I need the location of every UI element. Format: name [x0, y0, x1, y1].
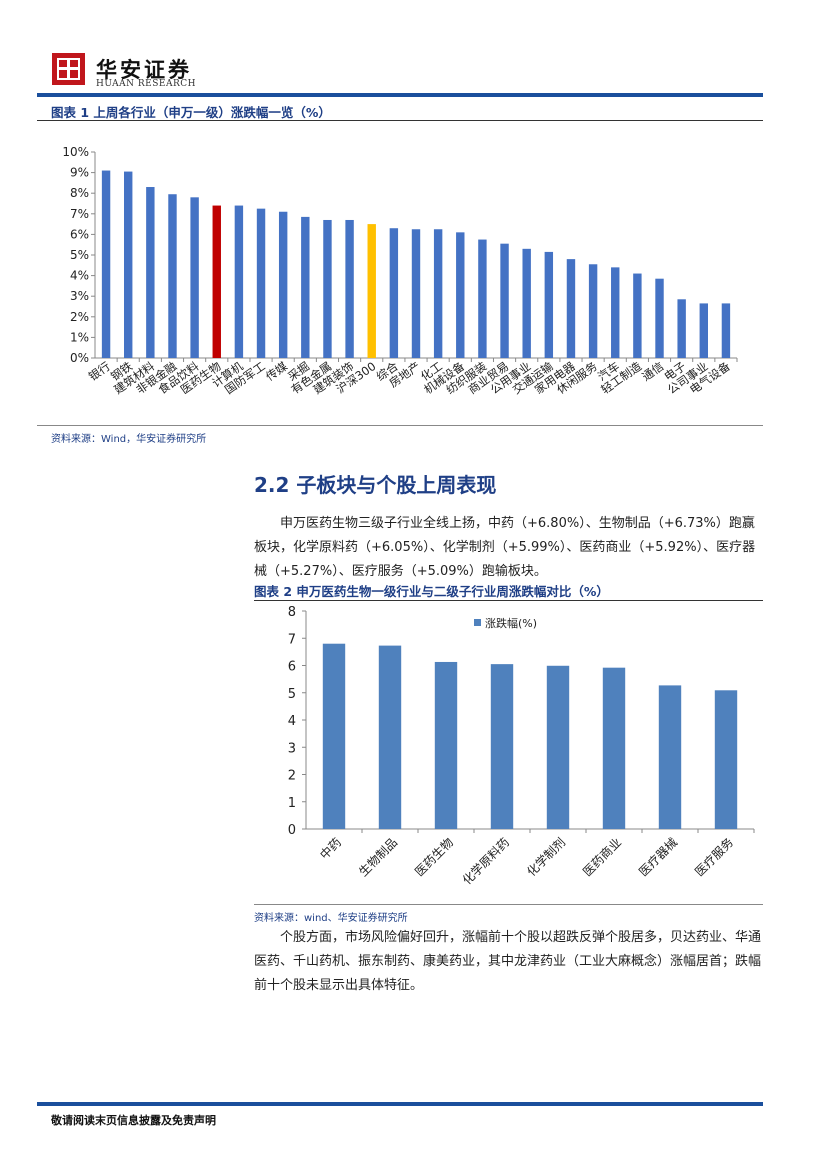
header-rule [37, 93, 763, 97]
bar-医疗器械 [658, 685, 682, 829]
y-tick-label: 7% [70, 207, 89, 221]
bar-银行 [101, 170, 111, 358]
figure2-source: 资料来源：wind、华安证券研究所 [254, 913, 408, 924]
bar-化学制剂 [546, 665, 570, 829]
bar-电气设备 [721, 303, 731, 358]
y-tick-label: 5 [288, 687, 296, 702]
bar-化学原料药 [490, 664, 514, 829]
brand-logo [52, 53, 85, 85]
section-paragraph-2: 个股方面，市场风险偏好回升，涨幅前十个股以超跌反弹个股居多，贝达药业、华通医药、… [254, 930, 762, 993]
bar-医药生物 [212, 205, 221, 358]
figure2-title: 图表 2 申万医药生物一级行业与二级子行业周涨跌幅对比（%） [254, 584, 609, 599]
bar-采掘 [301, 216, 310, 358]
bar-中药 [322, 643, 346, 829]
footer-disclaimer: 敬请阅读末页信息披露及免责声明 [51, 1114, 216, 1127]
bar-农林牧渔 [699, 303, 708, 358]
bar-综合 [389, 228, 399, 358]
bar-通信 [655, 278, 664, 358]
y-tick-label: 4 [288, 714, 296, 729]
x-tick-label: 化学制剂 [524, 835, 569, 880]
bar-国防军工 [256, 208, 266, 358]
figure1-top-rule [37, 120, 763, 121]
bar-沪深300 [367, 224, 376, 358]
y-tick-label: 3% [70, 289, 89, 303]
brand-name: 华安证券 [96, 57, 192, 82]
legend-label: 涨跌幅(%) [485, 616, 537, 630]
bar-建筑材料 [146, 187, 155, 358]
bar-医疗服务 [714, 690, 738, 829]
y-tick-label: 10% [62, 145, 89, 159]
y-tick-label: 6 [288, 660, 296, 675]
bar-汽车 [611, 267, 620, 358]
x-tick-label: 医药生物 [412, 835, 456, 879]
y-tick-label: 6% [70, 227, 89, 241]
bar-非银金融 [168, 194, 177, 358]
footer-rule [37, 1102, 763, 1106]
bar-化工 [433, 229, 443, 358]
figure2-bottom-rule [254, 904, 763, 905]
x-tick-label: 生物制品 [356, 835, 400, 879]
y-tick-label: 5% [70, 248, 89, 262]
legend-swatch [474, 619, 481, 626]
section-heading: 2.2 子板块与个股上周表现 [254, 473, 497, 497]
bar-医药商业 [602, 667, 626, 829]
bar-纺织服装 [478, 239, 487, 358]
figure2-top-rule [254, 600, 763, 601]
figure1-bottom-rule [37, 425, 763, 426]
bar-房地产 [411, 229, 421, 358]
bar-休闲服务 [588, 264, 598, 358]
bar-生物制品 [378, 645, 402, 829]
bar-有色金属 [323, 219, 332, 358]
bar-食品饮料 [190, 197, 199, 358]
figure1-source: 资料来源：Wind，华安证券研究所 [51, 434, 207, 445]
bar-家用电器 [566, 259, 576, 358]
y-tick-label: 7 [288, 632, 296, 647]
bar-商业贸易 [500, 243, 509, 358]
bar-轻工制造 [633, 273, 642, 358]
y-tick-label: 1 [288, 796, 296, 811]
bar-机械设备 [456, 232, 465, 358]
subindustry-returns-chart: 0 1 2 3 4 5 6 7 8 中药 生物制品 医药生物 化学原料药 化学制剂 医药商业 医疗器械 医疗服务… [288, 605, 755, 888]
bar-传媒 [278, 211, 288, 358]
figure1-title: 图表 1 上周各行业（申万一级）涨跌幅一览（%） [51, 105, 331, 120]
bar-公用事业 [522, 248, 531, 358]
x-tick-label: 化学原料药 [459, 835, 512, 888]
x-tick-label: 医疗器械 [636, 835, 681, 880]
y-tick-label: 2% [70, 310, 89, 324]
industry-returns-chart: 0%1%2%3%4%5%6%7%8%9%10%银行钢铁建筑材料非银金融食品饮料医… [62, 145, 738, 397]
y-tick-label: 1% [70, 330, 89, 344]
bar-钢铁 [124, 171, 133, 358]
y-tick-label: 9% [70, 166, 89, 180]
bar-交通运输 [544, 251, 554, 358]
bar-医药生物 [434, 661, 458, 829]
y-tick-label: 0% [70, 351, 89, 365]
bar-计算机 [234, 205, 244, 358]
brand-subtitle: HUAAN RESEARCH [96, 79, 196, 89]
x-tick-label: 医疗服务 [692, 835, 737, 880]
y-tick-label: 3 [288, 741, 296, 756]
y-tick-label: 8 [288, 605, 296, 620]
x-tick-label: 中药 [317, 835, 345, 863]
y-tick-label: 0 [288, 823, 296, 838]
section-paragraph-1: 申万医药生物三级子行业全线上扬，中药（+6.80%）、生物制品（+6.73%）跑… [254, 516, 756, 579]
x-tick-label: 医药商业 [580, 835, 625, 880]
bar-电子 [677, 299, 686, 358]
bar-建筑装饰 [345, 219, 354, 358]
y-tick-label: 2 [288, 769, 296, 784]
y-tick-label: 4% [70, 269, 89, 283]
y-tick-label: 8% [70, 186, 89, 200]
